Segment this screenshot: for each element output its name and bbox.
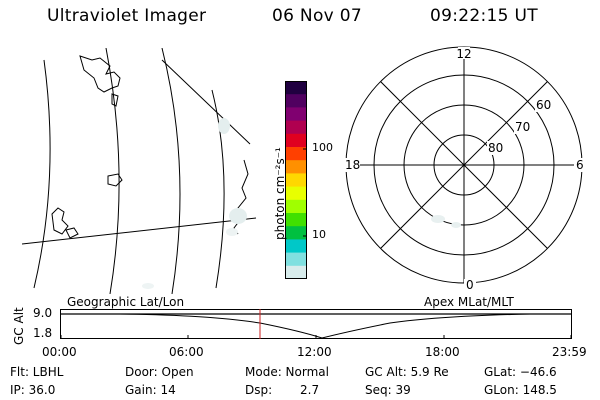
coastline (79, 55, 121, 93)
time-tick-0600: 06:00 (169, 345, 204, 359)
emission-patch (431, 215, 445, 223)
coastline (233, 159, 249, 235)
emission-patch (229, 208, 247, 224)
coastline (111, 93, 119, 107)
latitude-line (22, 217, 257, 245)
date-label: 06 Nov 07 (272, 6, 362, 26)
mode-info: Mode: Normal (245, 365, 329, 379)
ip-info: IP: 36.0 (10, 383, 56, 397)
colorbar-frame (285, 81, 307, 279)
time-tick-2359: 23:59 (552, 345, 587, 359)
lat-label-80: 80 (488, 141, 503, 155)
mlt-label-12: 12 (456, 47, 471, 61)
colorbar (285, 81, 307, 279)
colorbar-band (285, 94, 307, 108)
glon-info: GLon: 148.5 (484, 383, 557, 397)
colorbar-band (285, 226, 307, 240)
label-bg (535, 98, 553, 112)
colorbar-band (285, 252, 307, 267)
longitude-line (33, 59, 51, 289)
longitude-line (105, 48, 120, 294)
mlt-label-6: 6 (576, 158, 584, 172)
mlt-label-18: 18 (345, 158, 360, 172)
colorbar-band (285, 147, 307, 161)
colorbar-band (285, 133, 307, 148)
colorbar-band (285, 107, 307, 122)
coastline (51, 207, 69, 235)
glat-info: GLat: −46.6 (484, 365, 557, 379)
instrument-title: Ultraviolet Imager (47, 6, 207, 26)
strip-y-min: 1.8 (33, 326, 53, 340)
emission-patch (142, 283, 154, 289)
gc-alt-info: GC Alt: 5.9 Re (365, 365, 449, 379)
gain-info: Gain: 14 (125, 383, 176, 397)
dsp-value: 2.7 (300, 383, 320, 397)
strip-right-title: Apex MLat/MLT (424, 295, 514, 309)
colorbar-band (285, 213, 307, 227)
label-bg (574, 158, 586, 172)
colorbar-band (285, 186, 307, 201)
time-tick-0000: 00:00 (42, 345, 77, 359)
colorbar-band (285, 199, 307, 214)
seq-info: Seq: 39 (365, 383, 411, 397)
label-bg (464, 279, 476, 293)
dsp-label: Dsp: (245, 383, 273, 397)
polar-plot: 12 18 6 0 60 70 80 (344, 46, 586, 293)
label-bg (344, 158, 360, 172)
time-tick-1800: 18:00 (425, 345, 460, 359)
colorbar-unit-label: photon cm⁻²s⁻¹ (273, 147, 287, 240)
time-tick-1200: 12:00 (297, 345, 332, 359)
strip-left-title: Geographic Lat/Lon (67, 295, 185, 309)
coastline (65, 227, 79, 239)
mlt-line (380, 81, 548, 249)
colorbar-tick-label-100: 100 (312, 141, 333, 154)
altitude-strip (60, 309, 572, 339)
label-bg (514, 120, 532, 134)
coastline (107, 173, 123, 187)
colorbar-gradient (285, 81, 307, 279)
time-label: 09:22:15 UT (430, 6, 538, 26)
colorbar-band (285, 173, 307, 188)
geographic-map (22, 48, 257, 294)
colorbar-band (285, 120, 307, 135)
longitude-line (161, 48, 181, 294)
colorbar-band (285, 265, 307, 279)
label-bg (487, 141, 505, 155)
emission-patch (218, 118, 230, 134)
strip-y-max: 9.0 (33, 306, 53, 320)
latitude-line (161, 59, 251, 145)
colorbar-band (285, 81, 307, 95)
colorbar-tick-label-10: 10 (312, 228, 326, 241)
emission-patch (451, 222, 461, 228)
strip-axis-label: GC Alt (12, 307, 26, 345)
colorbar-band (285, 239, 307, 254)
colorbar-band (285, 160, 307, 174)
mlt-label-0: 0 (466, 278, 474, 292)
filter-info: Flt: LBHL (10, 365, 64, 379)
emission-patch (226, 228, 238, 236)
lat-label-60: 60 (536, 98, 551, 112)
door-info: Door: Open (125, 365, 194, 379)
lat-label-70: 70 (515, 120, 530, 134)
altitude-curve (60, 313, 572, 339)
label-bg (458, 47, 470, 59)
